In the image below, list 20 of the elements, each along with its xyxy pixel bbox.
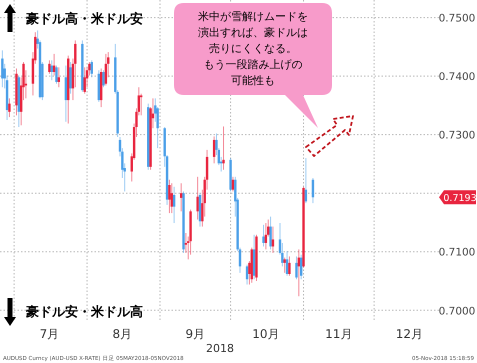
- annotation: 豪ドル高・米ドル安: [25, 11, 143, 27]
- x-tick-label: 8月: [112, 327, 132, 341]
- y-tick-label: 0.7400: [438, 71, 476, 84]
- annotation: もう一段踏み上げの: [204, 58, 302, 71]
- x-tick-label: 12月: [396, 327, 424, 341]
- annotation: 演出すれば、豪ドルは: [198, 26, 308, 39]
- x-tick-label: 9月: [185, 327, 206, 341]
- x-tick-label: 10月: [252, 327, 280, 341]
- y-tick-label: 0.7300: [438, 130, 476, 142]
- text: 0.7193: [443, 192, 477, 204]
- annotation: 豪ドル安・米ドル高: [25, 304, 143, 320]
- x-tick-label: 11月: [325, 327, 352, 341]
- y-tick-label: 0.7000: [438, 305, 476, 318]
- annotation: 売りにくくなる。: [209, 42, 297, 55]
- annotation: 米中が雪解けムードを: [198, 10, 308, 23]
- y-tick-label: 0.7100: [438, 246, 476, 259]
- x-axis-title: 2018: [206, 342, 234, 355]
- y-tick-label: 0.7500: [438, 12, 476, 25]
- annotation: 可能性も: [231, 74, 275, 87]
- x-tick-label: 7月: [40, 327, 60, 341]
